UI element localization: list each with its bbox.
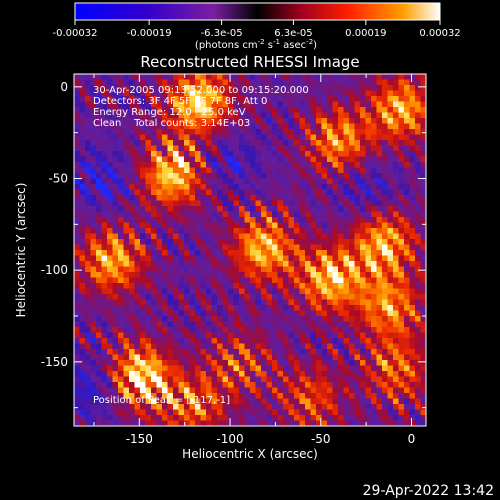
y-tick-label: -100 xyxy=(41,263,68,277)
x-axis-label: Heliocentric X (arcsec) xyxy=(182,447,318,461)
header-line-time: 30-Apr-2005 09:13:52.000 to 09:15:20.000 xyxy=(93,85,309,96)
plot-frame xyxy=(73,73,427,427)
colorbar-tick-label: -0.00019 xyxy=(127,28,172,39)
y-tick-label: -150 xyxy=(41,355,68,369)
chart-title: Reconstructed RHESSI Image xyxy=(140,53,359,71)
colorbar xyxy=(74,2,441,21)
colorbar-tick-label: -0.00032 xyxy=(53,28,98,39)
colorbar-units: (photons cm-2 s-1 asec-2) xyxy=(195,38,317,51)
header-line-clean: Clean Total counts: 3.14E+03 xyxy=(93,118,251,129)
colorbar-tick-label: 6.3e-05 xyxy=(274,28,312,39)
colorbar-ticks: -0.00032 -0.00019 -6.3e-05 6.3e-05 0.00019 0.… xyxy=(53,20,461,39)
x-tick-label: -150 xyxy=(126,432,153,446)
x-tick-label: -50 xyxy=(311,432,331,446)
colorbar-tick-label: -6.3e-05 xyxy=(201,28,243,39)
axis-ticks: -150 -100 -50 0 0 -50 -100 -150 xyxy=(41,74,426,446)
header-line-energy: Energy Range: 12.0 - 25.0 keV xyxy=(93,107,246,118)
peak-annotation: Position of Peak = [-117,-1] xyxy=(93,395,231,406)
y-tick-label: -50 xyxy=(48,172,68,186)
heatmap-image xyxy=(74,74,426,426)
x-tick-label: -100 xyxy=(216,432,243,446)
y-tick-label: 0 xyxy=(60,80,68,94)
footer-timestamp: 29-Apr-2022 13:42 xyxy=(363,483,494,499)
colorbar-tick-label: 0.00032 xyxy=(419,28,460,39)
x-tick-label: 0 xyxy=(408,432,416,446)
colorbar-tick-label: 0.00019 xyxy=(345,28,386,39)
y-axis-label: Heliocentric Y (arcsec) xyxy=(14,183,28,318)
header-line-detectors: Detectors: 3F 4F 5F 6F 7F 8F, Att 0 xyxy=(93,96,268,107)
